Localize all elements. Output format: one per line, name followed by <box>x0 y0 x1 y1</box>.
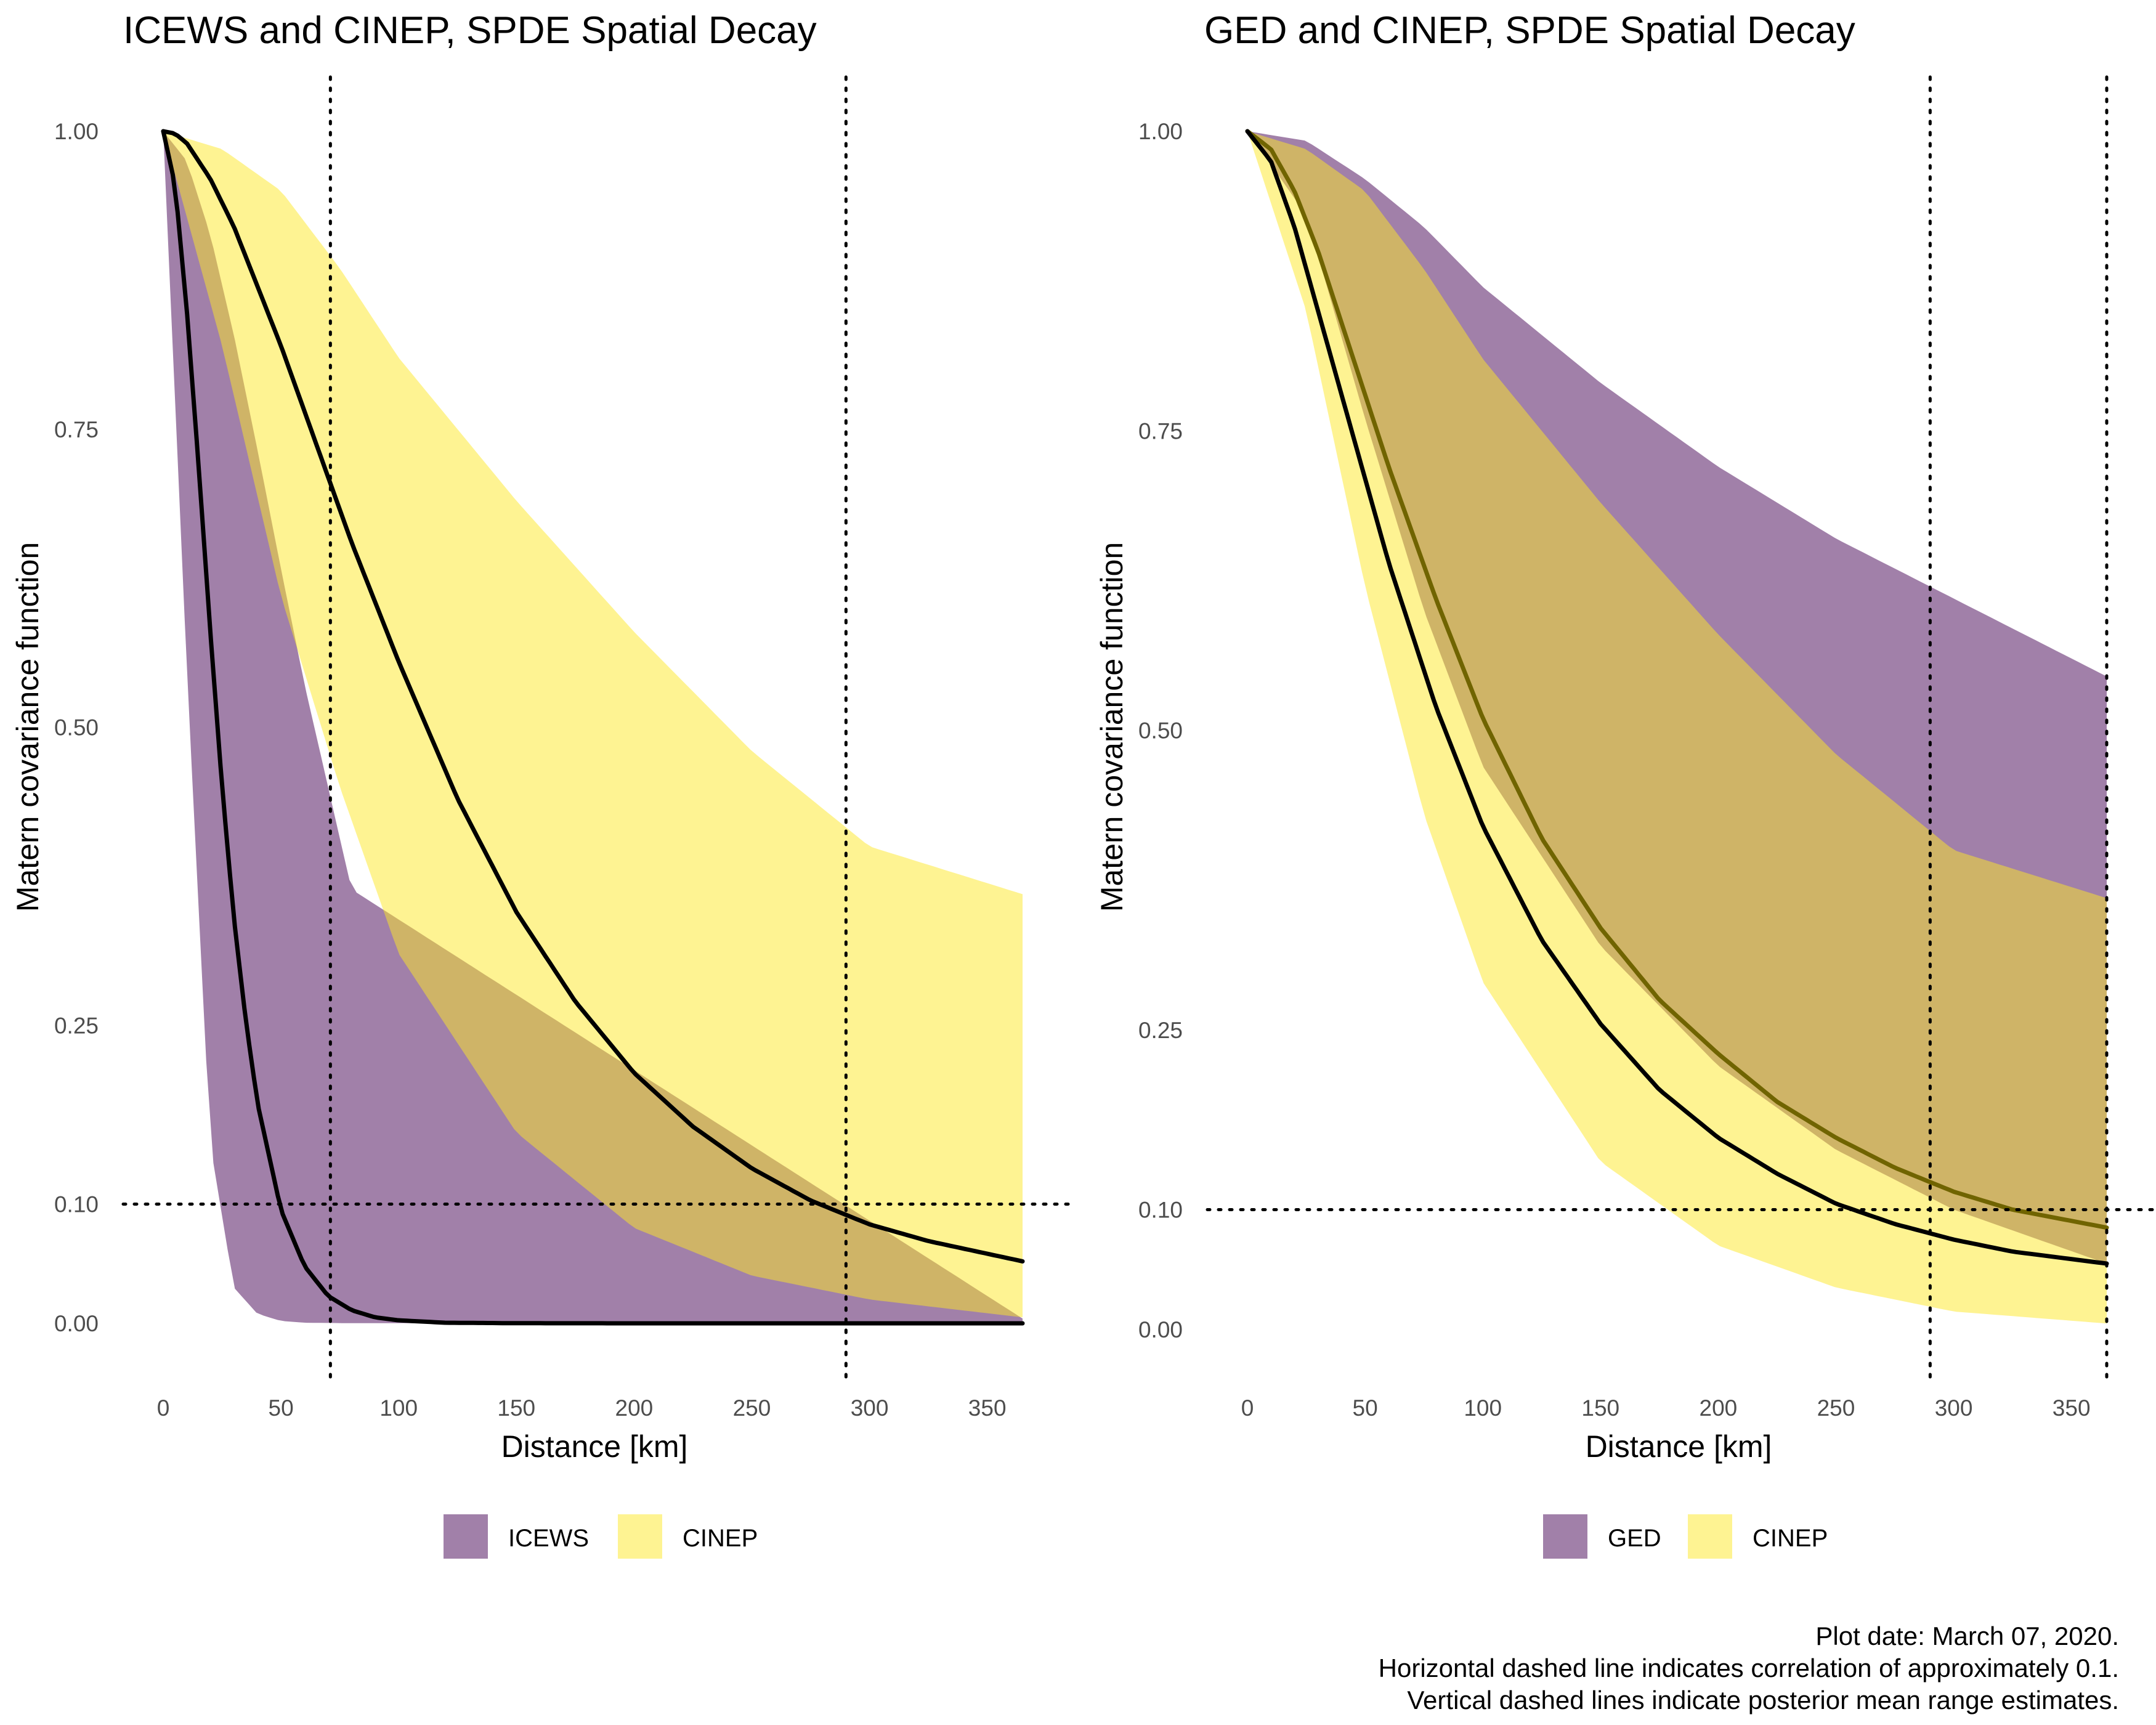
x-tick-label: 50 <box>1353 1395 1378 1421</box>
panel-left: ICEWS and CINEP, SPDE Spatial Decay 0.00… <box>10 9 1071 1559</box>
y-tick-label: 0.00 <box>1138 1317 1183 1342</box>
legend-swatch-icews <box>444 1514 488 1559</box>
x-tick-label: 250 <box>1817 1395 1855 1421</box>
x-tick-label: 150 <box>1581 1395 1619 1421</box>
legend-swatch-cinep-left <box>618 1514 662 1559</box>
caption-line-plot-date: Plot date: March 07, 2020. <box>1815 1622 2119 1650</box>
x-tick-label: 0 <box>157 1395 170 1421</box>
legend-swatch-cinep-right <box>1688 1514 1732 1559</box>
x-tick-label: 250 <box>733 1395 771 1421</box>
y-tick-label: 0.10 <box>54 1192 99 1217</box>
mean-line-ged-right <box>1245 129 2109 1230</box>
x-tick-label: 100 <box>1464 1395 1502 1421</box>
legend-left: ICEWS CINEP <box>444 1514 758 1559</box>
x-tick-label: 300 <box>1935 1395 1973 1421</box>
x-axis-label-left: Distance [km] <box>501 1429 688 1464</box>
y-tick-label: 0.25 <box>1138 1018 1183 1043</box>
caption: Plot date: March 07, 2020. Horizontal da… <box>1379 1622 2119 1715</box>
band-cinep-left <box>163 131 1023 1318</box>
panel-right: GED and CINEP, SPDE Spatial Decay 0.000.… <box>1095 9 2155 1559</box>
x-tick-label: 200 <box>1700 1395 1738 1421</box>
x-tick-label: 100 <box>379 1395 418 1421</box>
y-tick-label: 0.00 <box>54 1311 99 1336</box>
x-tick-label: 200 <box>615 1395 654 1421</box>
legend-label-ged: GED <box>1608 1525 1661 1552</box>
x-tick-label: 350 <box>2053 1395 2091 1421</box>
plot-area-right: 0.00 0.10 0.25 0.50 0.75 1.00 0 50 100 150 200 250 3… <box>1138 75 2155 1421</box>
y-tick-label: 0.75 <box>54 417 99 442</box>
mean-line-icews-left <box>161 129 1025 1326</box>
y-tick-label: 1.00 <box>54 119 99 144</box>
x-tick-label: 350 <box>968 1395 1007 1421</box>
band-cinep-right <box>1247 131 2107 1324</box>
y-tick-label: 0.75 <box>1138 418 1183 444</box>
legend-label-cinep-left: CINEP <box>683 1525 758 1552</box>
x-tick-label: 150 <box>497 1395 535 1421</box>
caption-line-horizontal: Horizontal dashed line indicates correla… <box>1379 1654 2119 1682</box>
y-tick-label: 0.10 <box>1138 1198 1183 1223</box>
x-axis-label-right: Distance [km] <box>1586 1429 1772 1464</box>
y-tick-label: 1.00 <box>1138 119 1183 144</box>
y-tick-label: 0.25 <box>54 1013 99 1038</box>
legend-right: GED CINEP <box>1543 1514 1828 1559</box>
y-axis-label-right: Matern covariance function <box>1095 542 1129 912</box>
x-tick-label: 300 <box>851 1395 889 1421</box>
y-tick-label: 0.50 <box>54 715 99 741</box>
band-icews-left <box>163 131 1023 1323</box>
y-axis-label-left: Matern covariance function <box>10 542 45 912</box>
y-tick-label: 0.50 <box>1138 718 1183 744</box>
legend-label-cinep-right: CINEP <box>1753 1525 1828 1552</box>
mean-line-cinep-right <box>1245 129 2109 1266</box>
chart-title-left: ICEWS and CINEP, SPDE Spatial Decay <box>123 9 817 52</box>
chart-title-right: GED and CINEP, SPDE Spatial Decay <box>1204 9 1855 52</box>
legend-swatch-ged <box>1543 1514 1587 1559</box>
caption-line-vertical: Vertical dashed lines indicate posterior… <box>1407 1686 2119 1715</box>
legend-label-icews: ICEWS <box>508 1525 589 1552</box>
plot-area-left: 0.00 0.10 0.25 0.50 0.75 1.00 0 50 100 150 200 250 3… <box>54 75 1071 1421</box>
x-tick-label: 0 <box>1241 1395 1254 1421</box>
mean-line-cinep-left <box>161 129 1025 1264</box>
x-tick-label: 50 <box>269 1395 294 1421</box>
